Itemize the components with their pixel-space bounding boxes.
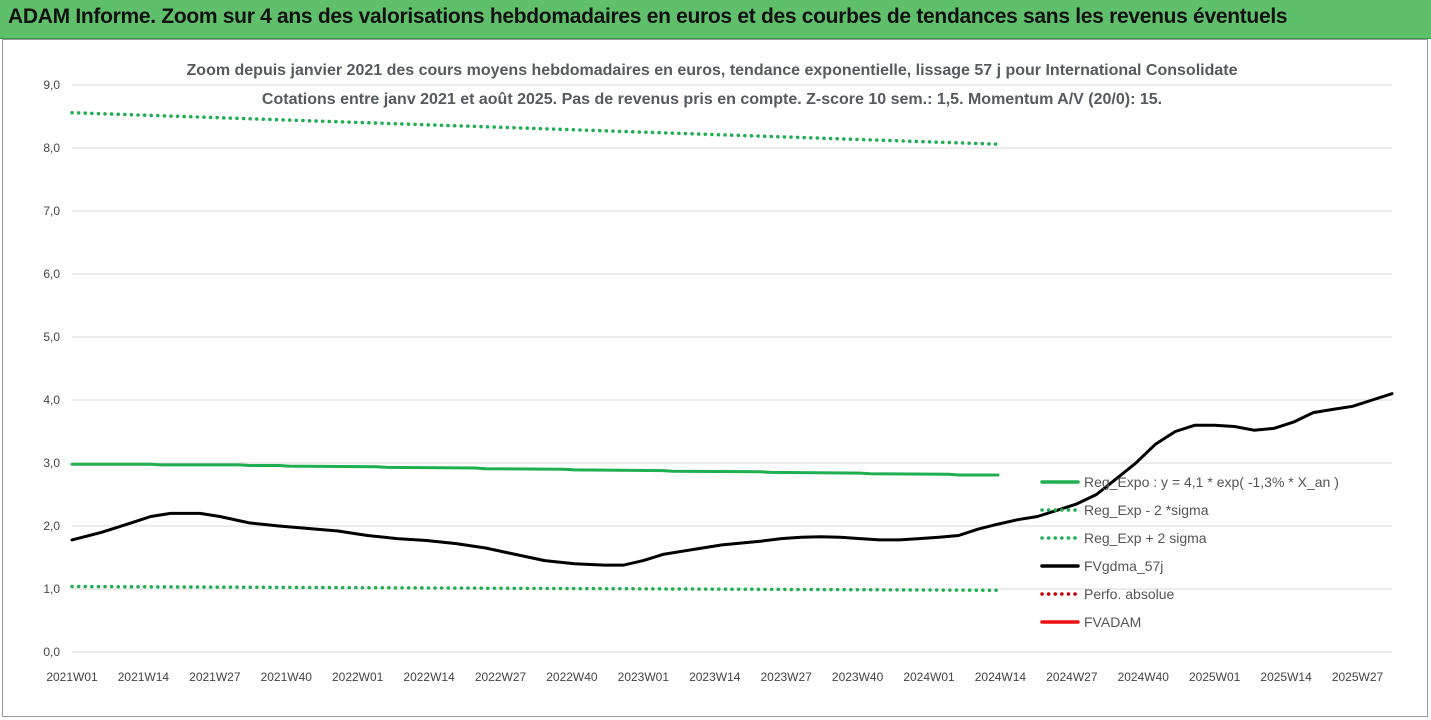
legend-label: Reg_Exp - 2 *sigma: [1084, 502, 1209, 518]
series-line-0: [70, 462, 1000, 477]
y-tick-label: 4,0: [43, 393, 60, 407]
x-axis-ticks: 2021W01 2021W14 2021W27 2021W40 2022W01 2022W…: [46, 670, 1383, 684]
series-line-2: [70, 110, 1000, 146]
legend-label: FVgdma_57j: [1084, 558, 1163, 574]
chart-frame: [2, 39, 1428, 717]
x-tick-label: 2024W01: [903, 670, 955, 684]
y-tick-label: 1,0: [43, 582, 60, 596]
x-tick-label: 2025W14: [1260, 670, 1312, 684]
y-tick-label: 6,0: [43, 267, 60, 281]
x-tick-label: 2021W14: [118, 670, 170, 684]
chart-subtitle: Cotations entre janv 2021 et août 2025. …: [262, 91, 1162, 108]
x-tick-label: 2022W14: [403, 670, 455, 684]
x-tick-label: 2021W27: [189, 670, 241, 684]
x-tick-label: 2024W14: [975, 670, 1027, 684]
chart-title: Zoom depuis janvier 2021 des cours moyen…: [187, 62, 1238, 79]
y-tick-label: 3,0: [43, 456, 60, 470]
grid-lines: [72, 84, 1392, 653]
x-tick-label: 2024W40: [1118, 670, 1170, 684]
x-tick-label: 2023W14: [689, 670, 741, 684]
chart-legend: Reg_Expo : y = 4,1 * exp( -1,3% * X_an )…: [1040, 474, 1339, 630]
series-lines: [70, 110, 1394, 593]
y-tick-label: 8,0: [43, 141, 60, 155]
y-tick-label: 0,0: [43, 645, 60, 659]
report-title: ADAM Informe. Zoom sur 4 ans des valoris…: [8, 5, 1288, 28]
x-tick-label: 2023W01: [618, 670, 670, 684]
y-tick-label: 9,0: [43, 78, 60, 92]
y-tick-label: 5,0: [43, 330, 60, 344]
y-tick-label: 7,0: [43, 204, 60, 218]
x-tick-label: 2023W40: [832, 670, 884, 684]
legend-label: Perfo. absolue: [1084, 586, 1174, 602]
series-line-3: [70, 392, 1394, 567]
legend-label: FVADAM: [1084, 614, 1141, 630]
x-tick-label: 2025W27: [1332, 670, 1384, 684]
x-tick-label: 2022W40: [546, 670, 598, 684]
legend-label: Reg_Expo : y = 4,1 * exp( -1,3% * X_an ): [1084, 474, 1339, 490]
report-banner: ADAM Informe. Zoom sur 4 ans des valoris…: [0, 0, 1431, 39]
x-tick-label: 2022W27: [475, 670, 527, 684]
x-tick-label: 2024W27: [1046, 670, 1098, 684]
x-tick-label: 2021W01: [46, 670, 98, 684]
x-tick-label: 2025W01: [1189, 670, 1241, 684]
legend-label: Reg_Exp + 2 sigma: [1084, 530, 1207, 546]
series-line-1: [70, 584, 1000, 593]
x-tick-label: 2023W27: [760, 670, 812, 684]
x-tick-label: 2021W40: [261, 670, 313, 684]
y-axis-ticks: 0,0 1,0 2,0 3,0 4,0 5,0 6,0 7,0 8,0 9,0: [43, 78, 60, 659]
x-tick-label: 2022W01: [332, 670, 384, 684]
y-tick-label: 2,0: [43, 519, 60, 533]
